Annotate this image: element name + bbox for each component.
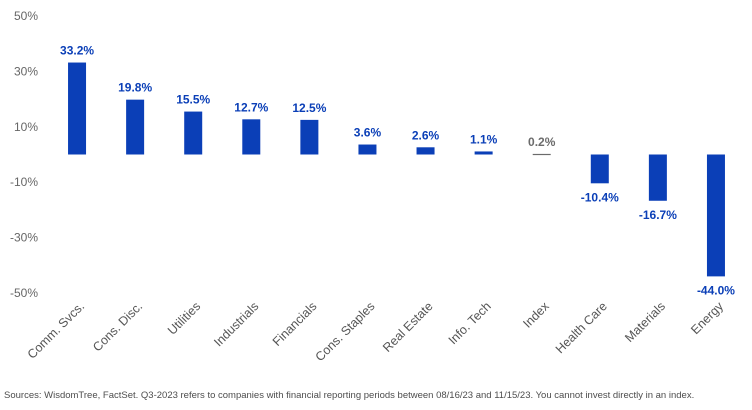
bar <box>358 144 377 155</box>
bar <box>590 154 609 184</box>
x-tick-label: Index <box>520 299 552 331</box>
x-tick-label: Financials <box>270 299 320 349</box>
data-label: 0.2% <box>528 135 556 149</box>
data-label: 12.7% <box>234 100 268 114</box>
data-label: 12.5% <box>292 101 326 115</box>
data-label: 33.2% <box>60 44 94 58</box>
x-tick-label: Real Estate <box>380 299 436 355</box>
bar <box>532 153 551 156</box>
data-label: -16.7% <box>639 208 677 222</box>
y-tick-label: 30% <box>14 64 38 78</box>
data-label: 1.1% <box>470 132 498 146</box>
x-tick-label: Health Care <box>553 299 610 356</box>
source-note: Sources: WisdomTree, FactSet. Q3-2023 re… <box>4 390 695 401</box>
bar <box>126 99 145 155</box>
y-tick-label: 10% <box>14 120 38 134</box>
x-tick-label: Industrials <box>211 299 261 349</box>
x-tick-label: Cons. Disc. <box>90 299 145 354</box>
x-tick-label: Energy <box>688 299 726 337</box>
x-tick-label: Cons. Staples <box>313 299 378 364</box>
bar <box>300 119 319 155</box>
bar <box>706 154 725 277</box>
y-tick-label: -10% <box>10 175 38 189</box>
y-tick-label: -30% <box>10 231 38 245</box>
x-tick-label: Utilities <box>165 299 203 337</box>
data-label: -10.4% <box>581 190 619 204</box>
x-tick-label: Materials <box>622 299 668 345</box>
x-tick-label: Info. Tech <box>446 299 494 347</box>
bar <box>648 154 667 201</box>
bar <box>416 147 435 155</box>
data-label: 2.6% <box>412 128 440 142</box>
data-label: 15.5% <box>176 93 210 107</box>
x-tick-label: Comm. Svcs. <box>25 299 87 361</box>
bar <box>184 111 203 155</box>
data-label: 19.8% <box>118 81 152 95</box>
bar <box>242 119 261 155</box>
data-label: -44.0% <box>697 283 735 297</box>
y-tick-label: 50% <box>14 9 38 23</box>
bar <box>68 62 87 155</box>
bar <box>474 151 493 155</box>
y-tick-label: -50% <box>10 286 38 300</box>
data-label: 3.6% <box>354 126 382 140</box>
